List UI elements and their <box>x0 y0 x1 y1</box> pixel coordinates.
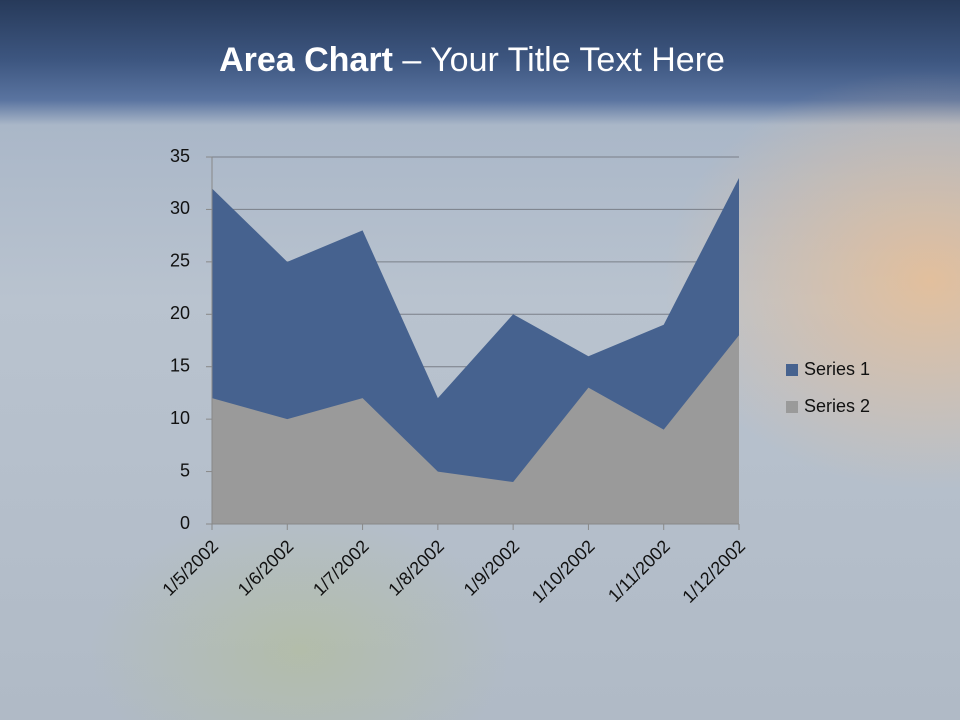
x-tick-label: 1/11/2002 <box>604 536 674 606</box>
y-tick-label: 0 <box>180 513 190 533</box>
y-tick-label: 5 <box>180 460 190 480</box>
legend-label: Series 2 <box>804 396 870 416</box>
area <box>212 335 739 524</box>
x-tick-label: 1/8/2002 <box>384 536 448 600</box>
x-tick-label: 1/9/2002 <box>460 536 524 600</box>
y-tick-label: 10 <box>170 408 190 428</box>
title-emphasis: Area Chart <box>219 41 393 79</box>
y-tick-label: 25 <box>170 251 190 271</box>
legend-label: Series 1 <box>804 359 870 379</box>
legend-swatch <box>786 401 798 413</box>
legend-swatch <box>786 364 798 376</box>
y-tick-label: 35 <box>170 146 190 166</box>
x-tick-label: 1/12/2002 <box>678 536 749 607</box>
chart-title: Area Chart – Your Title Text Here <box>219 41 725 79</box>
title-text: – Your Title Text Here <box>402 41 725 79</box>
x-tick-label: 1/7/2002 <box>309 536 373 600</box>
y-tick-label: 30 <box>170 198 190 218</box>
x-tick-label: 1/6/2002 <box>234 536 298 600</box>
x-tick-label: 1/5/2002 <box>158 536 222 600</box>
y-tick-label: 20 <box>170 303 190 323</box>
y-tick-label: 15 <box>170 355 190 375</box>
x-tick-label: 1/10/2002 <box>528 536 599 607</box>
